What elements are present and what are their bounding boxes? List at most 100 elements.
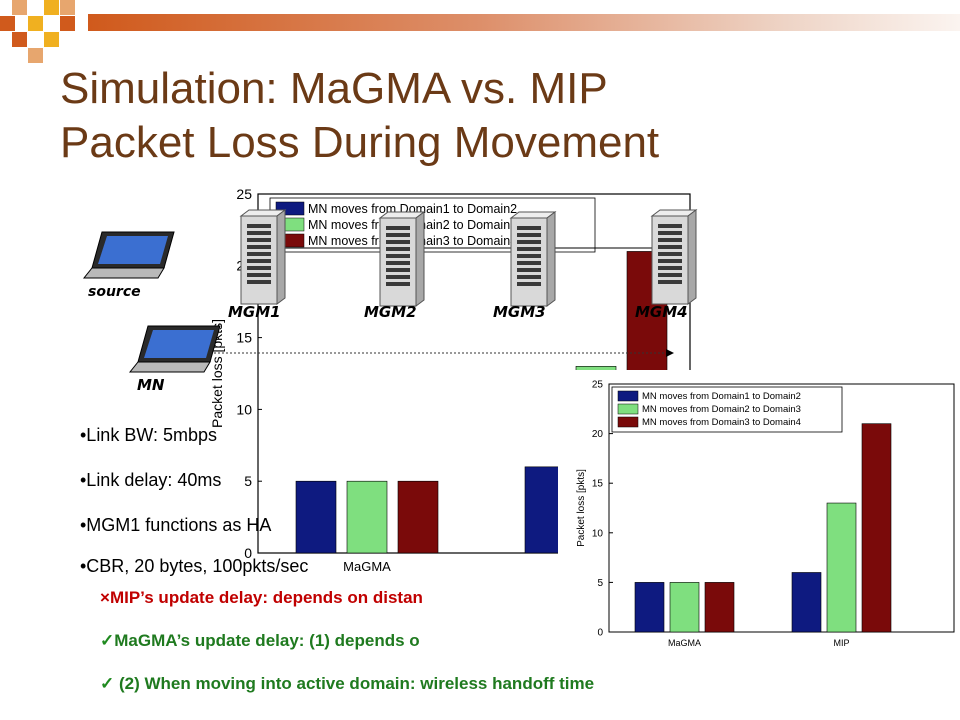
bar — [826, 502, 857, 633]
y-axis-label: Packet loss [pkts] — [576, 469, 587, 547]
y-tick-label: 15 — [236, 330, 252, 346]
bullet-mgm1-ha: •MGM1 functions as HA — [80, 515, 272, 535]
note-mip-text: MIP’s update delay: depends on distan — [109, 588, 423, 607]
server-slot — [658, 238, 682, 242]
server-side — [546, 211, 556, 307]
server-icon — [509, 211, 557, 307]
server-slot — [658, 224, 682, 228]
mn-label: MN — [137, 376, 165, 394]
bar — [397, 480, 439, 554]
legend-label: MN moves from Domain3 to Domain4 — [642, 417, 801, 428]
note-mip-delay: ×MIP’s update delay: depends on distan — [100, 588, 423, 608]
note-active-domain: ✓ (2) When moving into active domain: wi… — [100, 674, 594, 694]
server-slot — [517, 254, 541, 258]
laptop-screen — [144, 330, 214, 358]
server-side — [276, 209, 286, 305]
server-slot — [658, 231, 682, 235]
server-slot — [517, 240, 541, 244]
deco-square — [28, 48, 43, 63]
server-slot — [247, 245, 271, 249]
bar — [704, 582, 735, 633]
server-side — [415, 211, 425, 307]
bar — [791, 572, 822, 633]
header-gradient-bar — [88, 14, 960, 31]
server-slot — [247, 231, 271, 235]
note-magma-text: MaGMA’s update delay: (1) depends o — [114, 631, 420, 650]
server-slot — [247, 252, 271, 256]
check-icon: ✓ — [100, 631, 115, 650]
category-label: MIP — [833, 638, 849, 648]
server-slot — [517, 275, 541, 279]
server-slot — [386, 268, 410, 272]
note-active-text: (2) When moving into active domain: wire… — [114, 674, 595, 693]
server-slot — [386, 261, 410, 265]
server-slot — [386, 275, 410, 279]
network-topology — [82, 209, 698, 373]
legend-swatch — [617, 390, 639, 402]
legend-box — [611, 386, 843, 433]
y-tick-label: 25 — [236, 186, 252, 202]
server-slot — [386, 247, 410, 251]
server-slot — [386, 254, 410, 258]
server-slot — [247, 280, 271, 284]
deco-square — [60, 0, 75, 15]
laptop-screen — [98, 236, 168, 264]
deco-square — [44, 32, 59, 47]
y-tick-label: 10 — [592, 528, 604, 539]
note-magma-delay: ✓MaGMA’s update delay: (1) depends o — [100, 631, 420, 651]
server-slot — [517, 282, 541, 286]
y-tick-label: 0 — [244, 545, 252, 561]
y-tick-label: 25 — [592, 380, 604, 391]
server-slot — [386, 240, 410, 244]
laptop-base — [128, 361, 211, 373]
server-slot — [517, 226, 541, 230]
check-icon: ✓ — [100, 674, 115, 693]
server-slot — [658, 245, 682, 249]
laptop-icon — [82, 231, 175, 279]
y-tick-label: 0 — [597, 628, 603, 639]
legend-swatch — [617, 416, 639, 428]
y-tick-label: 5 — [597, 578, 603, 589]
mgm3-label: MGM3 — [493, 303, 546, 321]
inset-chart: 0 5 10 15 20 25 Packet loss [pkts] MaGMA MIP MN m… — [576, 380, 955, 648]
cross-icon: × — [100, 588, 110, 607]
mgm4-label: MGM4 — [635, 303, 688, 321]
server-slot — [658, 273, 682, 277]
y-tick-label: 5 — [244, 473, 252, 489]
server-slot — [247, 266, 271, 270]
bar — [669, 582, 700, 633]
server-slot — [386, 233, 410, 237]
server-slot — [658, 266, 682, 270]
legend-label: MN moves from Domain1 to Domain2 — [308, 202, 517, 216]
bar — [861, 423, 892, 633]
bullet-link-bw: •Link BW: 5mbps — [80, 425, 218, 445]
deco-square — [12, 32, 27, 47]
server-slot — [517, 233, 541, 237]
bar — [634, 582, 665, 633]
server-icon — [650, 209, 698, 305]
server-slot — [658, 252, 682, 256]
server-icon — [378, 211, 426, 307]
arrow-head — [666, 349, 674, 357]
deco-square — [60, 16, 75, 31]
deco-square — [44, 0, 59, 15]
mgm1-label: MGM1 — [228, 303, 281, 321]
server-slot — [658, 280, 682, 284]
laptop-icon — [128, 325, 221, 373]
server-slot — [247, 224, 271, 228]
bullet-link-delay: •Link delay: 40ms — [80, 470, 222, 490]
title-line-1: Simulation: MaGMA vs. MIP — [60, 64, 608, 113]
server-slot — [247, 273, 271, 277]
server-icon — [239, 209, 287, 305]
title-line-2: Packet Loss During Movement — [60, 118, 660, 167]
server-slot — [386, 282, 410, 286]
deco-square — [28, 16, 43, 31]
bar — [346, 480, 388, 554]
page-title: Simulation: MaGMA vs. MIP Packet Loss Du… — [60, 62, 920, 170]
bar — [295, 480, 337, 554]
server-slot — [517, 247, 541, 251]
server-slot — [517, 261, 541, 265]
plot-frame — [608, 383, 955, 633]
y-tick-label: 20 — [592, 429, 604, 440]
